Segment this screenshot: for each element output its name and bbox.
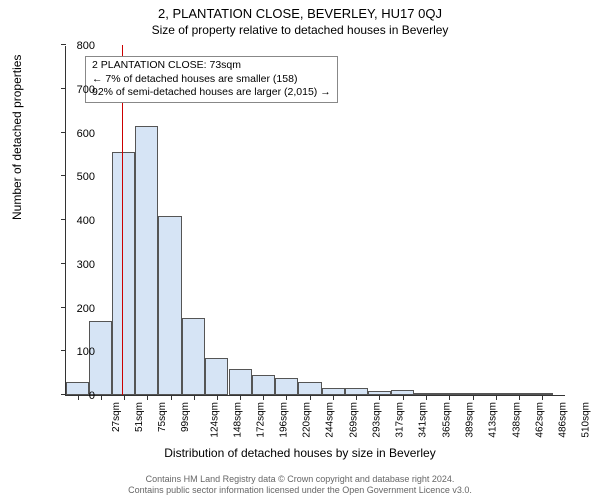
x-tick-label: 269sqm <box>349 402 360 438</box>
x-tick-label: 172sqm <box>256 402 267 438</box>
histogram-bar <box>112 152 135 395</box>
x-tick-mark <box>286 395 287 400</box>
x-tick-mark <box>519 395 520 400</box>
x-tick-label: 99sqm <box>180 402 191 432</box>
x-axis-label: Distribution of detached houses by size … <box>0 446 600 460</box>
x-tick-mark <box>379 395 380 400</box>
x-tick-mark <box>194 395 195 400</box>
histogram-bar <box>229 369 252 395</box>
x-tick-label: 317sqm <box>395 402 406 438</box>
y-tick-label: 600 <box>55 128 95 140</box>
x-tick-mark <box>356 395 357 400</box>
footer-line-2: Contains public sector information licen… <box>0 485 600 496</box>
y-tick-label: 500 <box>55 171 95 183</box>
x-tick-label: 51sqm <box>134 402 145 432</box>
page-title: 2, PLANTATION CLOSE, BEVERLEY, HU17 0QJ <box>0 0 600 21</box>
annotation-box: 2 PLANTATION CLOSE: 73sqm ← 7% of detach… <box>85 56 338 103</box>
x-tick-mark <box>426 395 427 400</box>
x-tick-mark <box>310 395 311 400</box>
x-tick-mark <box>124 395 125 400</box>
x-tick-label: 486sqm <box>557 402 568 438</box>
x-tick-mark <box>542 395 543 400</box>
x-tick-label: 196sqm <box>279 402 290 438</box>
y-axis-label: Number of detached properties <box>10 55 24 220</box>
histogram-bar <box>298 382 322 395</box>
x-tick-label: 413sqm <box>487 402 498 438</box>
y-tick-label: 400 <box>55 215 95 227</box>
x-tick-mark <box>240 395 241 400</box>
x-tick-label: 244sqm <box>325 402 336 438</box>
x-tick-label: 438sqm <box>511 402 522 438</box>
x-tick-mark <box>473 395 474 400</box>
y-tick-label: 100 <box>55 346 95 358</box>
x-tick-label: 124sqm <box>209 402 220 438</box>
x-tick-mark <box>171 395 172 400</box>
x-tick-mark <box>147 395 148 400</box>
x-tick-label: 365sqm <box>441 402 452 438</box>
y-tick-label: 800 <box>55 40 95 52</box>
x-tick-label: 27sqm <box>111 402 122 432</box>
x-tick-mark <box>333 395 334 400</box>
x-tick-label: 462sqm <box>534 402 545 438</box>
annotation-line-1: 2 PLANTATION CLOSE: 73sqm <box>92 59 331 73</box>
y-tick-label: 700 <box>55 84 95 96</box>
histogram-bar <box>252 375 275 395</box>
histogram-bar <box>275 378 298 396</box>
x-tick-mark <box>449 395 450 400</box>
y-tick-label: 0 <box>55 390 95 402</box>
x-tick-label: 148sqm <box>232 402 243 438</box>
annotation-line-2: ← 7% of detached houses are smaller (158… <box>92 73 331 87</box>
footer-line-1: Contains HM Land Registry data © Crown c… <box>0 474 600 485</box>
chart-container: 2, PLANTATION CLOSE, BEVERLEY, HU17 0QJ … <box>0 0 600 500</box>
y-tick-label: 200 <box>55 303 95 315</box>
x-tick-mark <box>263 395 264 400</box>
x-tick-mark <box>496 395 497 400</box>
histogram-bar <box>205 358 228 395</box>
x-tick-mark <box>403 395 404 400</box>
x-tick-mark <box>101 395 102 400</box>
histogram-bar <box>135 126 158 395</box>
histogram-bar <box>158 216 182 395</box>
x-tick-label: 510sqm <box>581 402 592 438</box>
x-tick-label: 293sqm <box>372 402 383 438</box>
y-tick-label: 300 <box>55 259 95 271</box>
x-tick-label: 220sqm <box>302 402 313 438</box>
footer: Contains HM Land Registry data © Crown c… <box>0 474 600 496</box>
histogram-bar <box>182 318 205 395</box>
x-tick-label: 341sqm <box>418 402 429 438</box>
x-tick-label: 389sqm <box>464 402 475 438</box>
x-tick-mark <box>217 395 218 400</box>
annotation-line-3: 92% of semi-detached houses are larger (… <box>92 86 331 100</box>
page-subtitle: Size of property relative to detached ho… <box>0 21 600 37</box>
x-tick-label: 75sqm <box>157 402 168 432</box>
